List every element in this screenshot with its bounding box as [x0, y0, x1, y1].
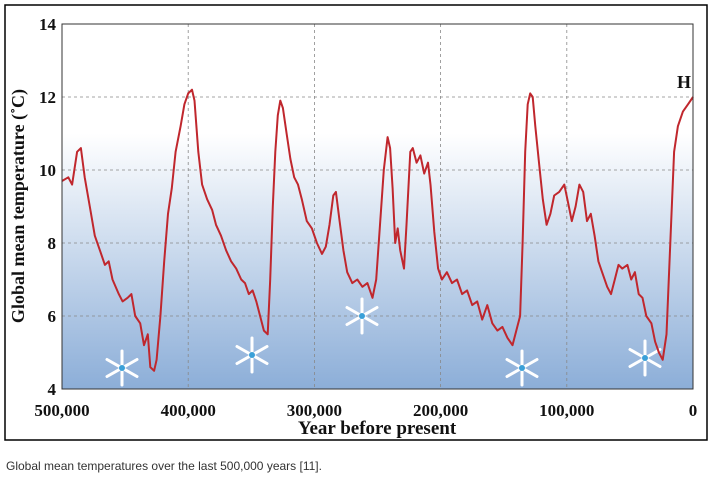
caption: Global mean temperatures over the last 5… — [6, 459, 322, 473]
y-tick-label: 4 — [48, 380, 57, 399]
y-axis-label: Global mean temperature (˚C) — [8, 89, 29, 323]
x-axis-label: Year before present — [298, 418, 457, 439]
y-tick-label: 10 — [39, 161, 56, 180]
x-tick-label: 400,000 — [161, 401, 216, 420]
annotation: H — [677, 72, 691, 92]
x-tick-label: 500,000 — [34, 401, 89, 420]
y-tick-label: 8 — [48, 234, 57, 253]
y-tick-label: 12 — [39, 88, 56, 107]
x-tick-label: 100,000 — [539, 401, 594, 420]
data-line — [61, 88, 694, 372]
x-tick-label: 300,000 — [287, 401, 342, 420]
plot-border — [61, 23, 694, 390]
x-tick-label: 0 — [689, 401, 698, 420]
plot-area — [62, 24, 693, 389]
x-tick-label: 200,000 — [413, 401, 468, 420]
y-tick-label: 14 — [39, 15, 57, 34]
y-tick-label: 6 — [48, 307, 57, 326]
